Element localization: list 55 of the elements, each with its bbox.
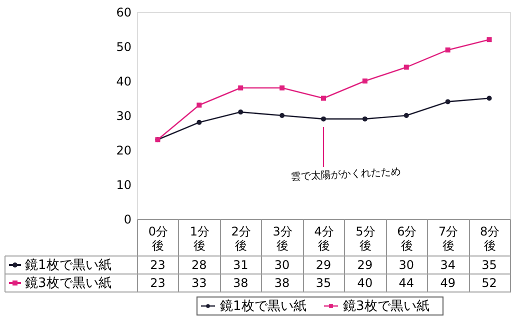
data-label: 31 <box>232 258 248 272</box>
point <box>321 116 326 122</box>
x-tick-label: 0分後 <box>148 224 168 252</box>
data-label: 35 <box>482 258 497 272</box>
y-tick-label: 40 <box>116 74 132 88</box>
point <box>404 113 409 118</box>
point <box>445 47 450 52</box>
x-tick-label: 1分後 <box>190 224 210 252</box>
data-label: 44 <box>398 276 414 290</box>
y-tick-label: 10 <box>116 178 132 192</box>
point <box>486 96 492 101</box>
data-label: 29 <box>316 258 332 272</box>
legend-label: 鏡1枚で黒い紙 <box>25 258 112 273</box>
point <box>238 85 244 90</box>
data-label: 49 <box>440 276 456 290</box>
data-label: 28 <box>192 258 207 272</box>
x-tick-label: 8分後 <box>480 224 500 252</box>
x-tick-label: 2分後 <box>231 224 251 252</box>
data-label: 40 <box>357 276 373 290</box>
data-label: 29 <box>357 258 373 272</box>
x-tick-label: 7分後 <box>438 224 458 252</box>
data-label: 23 <box>150 276 166 290</box>
data-label: 33 <box>192 276 207 290</box>
y-tick-label: 50 <box>116 40 132 54</box>
data-label: 38 <box>232 276 248 290</box>
x-tick-label: 3分後 <box>272 224 292 252</box>
y-tick-label: 20 <box>116 144 132 158</box>
point <box>280 85 285 90</box>
legend-label: 鏡3枚で黒い紙 <box>25 276 112 291</box>
data-label: 30 <box>274 258 290 272</box>
data-label: 30 <box>398 258 414 272</box>
x-tick-label: 5分後 <box>356 224 376 252</box>
data-label: 23 <box>150 258 166 272</box>
point <box>280 113 285 118</box>
point <box>404 64 409 70</box>
data-label: 52 <box>482 276 497 290</box>
point <box>445 99 450 104</box>
point <box>362 116 368 122</box>
point <box>321 96 326 101</box>
data-label: 35 <box>316 276 332 290</box>
x-tick-label: 6分後 <box>397 224 417 252</box>
y-tick-label: 30 <box>116 109 132 123</box>
point <box>486 37 492 42</box>
data-label: 38 <box>274 276 290 290</box>
y-tick-label: 0 <box>124 212 132 226</box>
point <box>196 102 202 108</box>
x-tick-label: 4分後 <box>314 224 334 252</box>
data-label: 34 <box>440 258 456 272</box>
y-tick-label: 60 <box>116 6 132 20</box>
point <box>238 110 244 115</box>
point <box>362 78 368 84</box>
text: 鏡3枚で黒い紙 <box>343 299 430 314</box>
point <box>196 120 202 125</box>
annotation: 雲で太陽がかくれたため <box>290 165 401 183</box>
text: 鏡1枚で黒い紙 <box>220 299 306 314</box>
